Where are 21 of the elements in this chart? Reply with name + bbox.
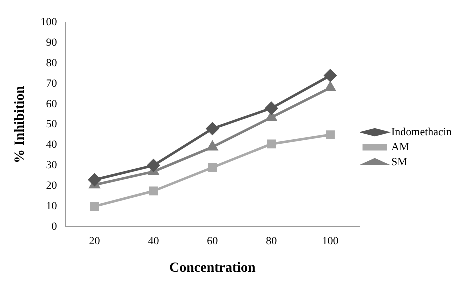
y-tick-label: 0 bbox=[52, 220, 58, 233]
x-axis-title: Concentration bbox=[169, 261, 256, 276]
x-tick-label: 100 bbox=[322, 235, 340, 248]
legend-label: SM bbox=[392, 156, 408, 168]
y-tick-label: 60 bbox=[46, 98, 58, 110]
legend-label: AM bbox=[392, 141, 410, 154]
y-tick-label: 50 bbox=[46, 118, 58, 131]
y-tick-label: 70 bbox=[46, 78, 58, 90]
y-tick-label: 20 bbox=[46, 180, 58, 192]
x-tick-label: 20 bbox=[89, 235, 101, 248]
y-tick-label: 100 bbox=[40, 16, 58, 28]
y-axis-title: % Inhibition bbox=[13, 86, 28, 164]
legend-label: Indomethacin bbox=[392, 126, 452, 138]
x-tick-label: 40 bbox=[148, 235, 160, 248]
y-tick-label: 80 bbox=[46, 57, 58, 70]
x-tick-label: 60 bbox=[207, 235, 219, 248]
x-tick-label: 80 bbox=[266, 235, 278, 248]
y-tick-label: 40 bbox=[46, 139, 58, 152]
y-tick-label: 90 bbox=[46, 36, 58, 49]
y-tick-label: 10 bbox=[46, 200, 58, 212]
y-tick-label: 30 bbox=[46, 160, 58, 172]
